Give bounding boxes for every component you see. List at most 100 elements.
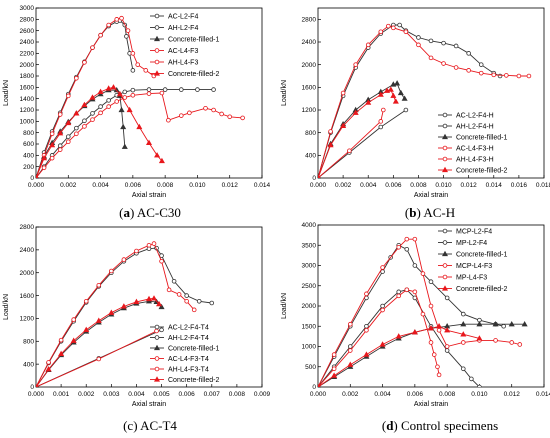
data-point bbox=[114, 99, 120, 104]
x-tick-label: 0.000 bbox=[28, 391, 45, 398]
legend-marker bbox=[442, 228, 448, 234]
legend-entry: Concrete-filled-2 bbox=[438, 285, 507, 293]
data-point bbox=[171, 278, 177, 284]
data-point bbox=[57, 143, 63, 149]
data-point bbox=[378, 124, 384, 130]
y-axis-label: Load/kN bbox=[3, 80, 10, 106]
legend-entry: Concrete-filled-1 bbox=[150, 35, 219, 44]
data-point bbox=[130, 92, 136, 98]
data-point bbox=[404, 287, 410, 293]
x-tick-label: 0.002 bbox=[60, 182, 77, 189]
x-tick-label: 0.006 bbox=[385, 182, 402, 189]
legend-label: AH-L4-F3-H bbox=[456, 157, 494, 164]
y-tick-label: 0 bbox=[30, 384, 34, 391]
legend-label: MCP-L2-F4 bbox=[456, 229, 492, 236]
data-point bbox=[159, 90, 165, 96]
y-tick-label: 2000 bbox=[302, 62, 317, 69]
series-line bbox=[318, 109, 384, 178]
data-point bbox=[478, 70, 484, 76]
data-point bbox=[504, 73, 509, 78]
chart-panel-c: 0.000 0.001 0.002 0.003 0.004 0.005 0.006 0.007… bbox=[0, 219, 271, 415]
legend-marker bbox=[154, 59, 160, 65]
data-point bbox=[428, 55, 434, 61]
series-concrete-filled-2 bbox=[318, 86, 399, 178]
data-point bbox=[477, 384, 482, 387]
data-point bbox=[227, 114, 233, 120]
data-point bbox=[118, 106, 125, 113]
data-point bbox=[412, 263, 418, 268]
data-point bbox=[347, 361, 354, 367]
y-tick-label: 2400 bbox=[302, 39, 317, 46]
x-tick-label: 0.000 bbox=[310, 391, 327, 398]
caption-c-text: AC-T4 bbox=[140, 418, 177, 433]
series-ah-l4-f3 bbox=[36, 90, 245, 178]
data-point bbox=[41, 154, 48, 161]
y-tick-label: 2000 bbox=[20, 62, 35, 69]
data-point bbox=[491, 72, 497, 78]
legend-entry: AH-L2-F4-T4 bbox=[150, 335, 209, 342]
data-point bbox=[397, 89, 404, 96]
legend-label: AH-L2-F4 bbox=[168, 25, 198, 32]
chart-panel-a: 0.000 0.002 0.004 0.006 0.008 0.010 0.012 0.014… bbox=[0, 0, 271, 205]
legend-label: Concrete-filled-2 bbox=[168, 377, 219, 384]
data-point bbox=[331, 372, 338, 378]
data-point bbox=[166, 117, 171, 123]
legend-entry: AH-L4-F3-H bbox=[438, 157, 494, 164]
data-point bbox=[363, 351, 370, 357]
data-point bbox=[119, 15, 124, 21]
series-line bbox=[318, 323, 525, 387]
series-mp-l4-f3 bbox=[318, 287, 442, 387]
legend-entry: AH-L2-F4-H bbox=[438, 124, 494, 131]
data-point bbox=[162, 87, 168, 92]
legend-entry: AC-L2-F4-H bbox=[438, 113, 494, 120]
data-point bbox=[469, 376, 474, 382]
data-point bbox=[151, 241, 157, 246]
x-tick-label: 0.014 bbox=[536, 391, 550, 398]
x-tick-label: 0.006 bbox=[179, 391, 196, 398]
data-point bbox=[395, 333, 402, 339]
data-point bbox=[145, 139, 153, 145]
plot-frame bbox=[317, 7, 545, 179]
legend-label: AH-L4-F3-T4 bbox=[168, 367, 209, 374]
y-tick-label: 3000 bbox=[302, 263, 317, 270]
data-point bbox=[126, 106, 133, 113]
x-axis-label: Axial strain bbox=[132, 192, 166, 199]
series-line bbox=[36, 300, 162, 387]
data-point bbox=[431, 352, 437, 357]
x-tick-label: 0.001 bbox=[53, 391, 70, 398]
data-point bbox=[428, 38, 434, 44]
legend-entry: AH-L4-F3 bbox=[150, 60, 198, 67]
data-point bbox=[416, 35, 421, 40]
series-ah-l4-f3-t4 bbox=[36, 328, 159, 387]
legend-entry: AC-L4-F3-T4 bbox=[150, 356, 209, 363]
data-point bbox=[420, 271, 426, 276]
x-tick-label: 0.008 bbox=[410, 182, 427, 189]
data-point bbox=[187, 110, 192, 116]
x-tick-label: 0.004 bbox=[92, 182, 109, 189]
data-point bbox=[521, 321, 528, 327]
y-tick-label: 800 bbox=[23, 338, 34, 345]
data-point bbox=[219, 111, 224, 117]
legend-label: Concrete-filled-1 bbox=[456, 135, 507, 142]
data-point bbox=[516, 73, 522, 79]
y-tick-label: 1000 bbox=[302, 344, 317, 351]
data-point bbox=[380, 303, 385, 309]
legend-entry: MP-L4-F3 bbox=[438, 275, 487, 282]
series-line bbox=[318, 89, 397, 178]
data-point bbox=[98, 104, 103, 109]
caption-c: (c) AC-T4 bbox=[123, 418, 177, 433]
legend-label: AC-L4-F3-H bbox=[456, 146, 494, 153]
y-axis-label: Load/kN bbox=[281, 80, 288, 106]
data-point bbox=[387, 86, 394, 92]
data-point bbox=[378, 119, 384, 124]
data-point bbox=[318, 383, 320, 387]
y-tick-label: 1600 bbox=[20, 85, 35, 92]
legend-label: Concrete-filled-1 bbox=[168, 346, 219, 353]
y-tick-label: 2400 bbox=[20, 247, 35, 254]
series-ac-l4-f3-h bbox=[318, 23, 532, 178]
data-point bbox=[41, 165, 47, 171]
data-point bbox=[108, 309, 115, 315]
y-tick-label: 1200 bbox=[20, 316, 35, 323]
data-point bbox=[116, 90, 123, 97]
legend-marker bbox=[441, 166, 449, 173]
